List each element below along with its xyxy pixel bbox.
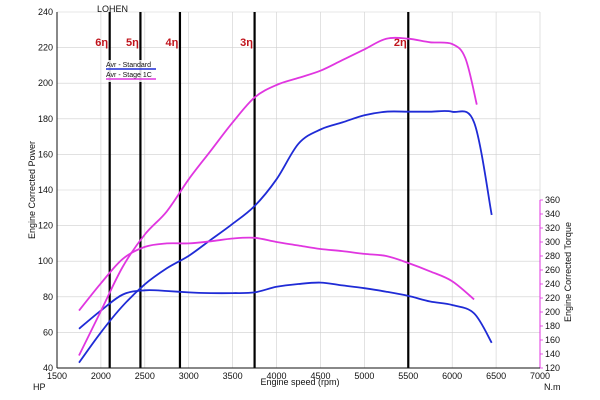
series-lines xyxy=(78,36,493,364)
y-right-tick-label: 120 xyxy=(545,363,560,373)
y-right-tick-label: 320 xyxy=(545,223,560,233)
gear-marker-label: 5η xyxy=(126,37,139,49)
y-axis-right-label: Engine Corrected Torque xyxy=(563,222,573,322)
x-tick-label: 2000 xyxy=(91,371,111,381)
legend-label-standard: Avr - Standard xyxy=(106,62,151,69)
y-left-tick-label: 200 xyxy=(38,78,53,88)
y-right-tick-label: 180 xyxy=(545,321,560,331)
y-right-tick-label: 200 xyxy=(545,307,560,317)
x-tick-label: 3500 xyxy=(223,371,243,381)
ticks: 1500 2000 2500 3000 3500 4000 4500 5000 5500 6000… xyxy=(38,7,560,381)
y-left-tick-label: 140 xyxy=(38,185,53,195)
unit-left-label: HP xyxy=(33,382,46,392)
y-right-tick-label: 340 xyxy=(545,209,560,219)
legend-box xyxy=(104,60,158,82)
y-left-tick-label: 100 xyxy=(38,256,53,266)
x-tick-label: 7000 xyxy=(530,371,550,381)
y-right-tick-label: 360 xyxy=(545,195,560,205)
gear-marker-label: 2η xyxy=(394,37,407,49)
y-left-tick-label: 160 xyxy=(38,149,53,159)
legend-label-stage1c: Avr - Stage 1C xyxy=(106,72,152,79)
y-left-tick-label: 60 xyxy=(43,327,53,337)
x-tick-label: 3000 xyxy=(179,371,199,381)
y-right-tick-label: 240 xyxy=(545,279,560,289)
y-left-tick-label: 80 xyxy=(43,292,53,302)
x-tick-label: 1500 xyxy=(47,371,67,381)
legend: Avr - Standard Avr - Stage 1C xyxy=(104,60,158,82)
gear-marker-label: 3η xyxy=(240,37,253,49)
y-left-tick-label: 120 xyxy=(38,221,53,231)
x-tick-label: 6500 xyxy=(486,371,506,381)
x-tick-label: 5000 xyxy=(354,371,374,381)
gear-marker-label: 6η xyxy=(95,37,108,49)
y-right-tick-label: 160 xyxy=(545,335,560,345)
y-left-tick-label: 40 xyxy=(43,363,53,373)
x-tick-label: 4000 xyxy=(267,371,287,381)
x-tick-label: 6000 xyxy=(442,371,462,381)
y-right-tick-label: 280 xyxy=(545,251,560,261)
x-tick-label: 4500 xyxy=(310,371,330,381)
y-left-tick-label: 220 xyxy=(38,43,53,53)
series-line-torque-stage1c xyxy=(78,236,475,312)
y-right-tick-label: 220 xyxy=(545,293,560,303)
y-left-tick-label: 180 xyxy=(38,114,53,124)
y-axis-left-label: Engine Corrected Power xyxy=(27,141,37,239)
y-right-tick-label: 300 xyxy=(545,237,560,247)
series-line-power-standard xyxy=(78,110,493,364)
chart-header-label: LOHEN xyxy=(97,4,128,14)
gear-marker-label: 4η xyxy=(166,37,179,49)
x-tick-label: 5500 xyxy=(398,371,418,381)
series-line-torque-standard xyxy=(78,281,493,344)
series-line-power-stage1c xyxy=(78,36,478,356)
x-tick-label: 2500 xyxy=(135,371,155,381)
unit-right-label: N.m xyxy=(544,382,561,392)
y-left-tick-label: 240 xyxy=(38,7,53,17)
y-right-tick-label: 140 xyxy=(545,349,560,359)
x-axis-label: Engine speed (rpm) xyxy=(260,377,339,387)
y-right-tick-label: 260 xyxy=(545,265,560,275)
